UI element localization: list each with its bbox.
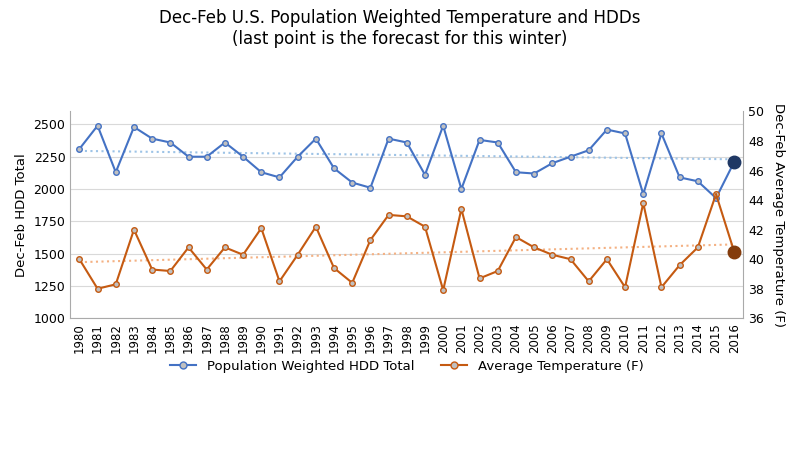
Y-axis label: Dec-Feb HDD Total: Dec-Feb HDD Total [15, 153, 28, 277]
Text: Dec-Feb U.S. Population Weighted Temperature and HDDs
(last point is the forecas: Dec-Feb U.S. Population Weighted Tempera… [159, 9, 641, 48]
Y-axis label: Dec-Feb Average Temperature (F): Dec-Feb Average Temperature (F) [772, 103, 785, 327]
Legend: Population Weighted HDD Total, Average Temperature (F): Population Weighted HDD Total, Average T… [165, 354, 649, 378]
